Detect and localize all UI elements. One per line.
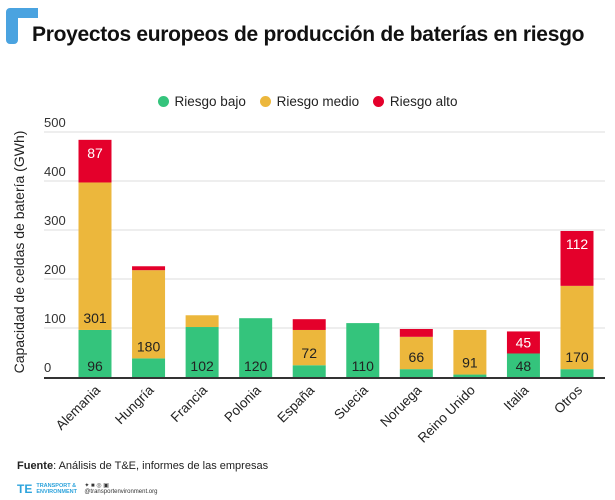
bar-segment-low xyxy=(453,374,487,377)
x-tick-label: Noruega xyxy=(377,382,425,430)
legend-dot-low xyxy=(157,96,169,107)
bar-segment-medium xyxy=(453,329,487,375)
data-label: 180 xyxy=(137,338,161,354)
x-tick-label: Reino Unido xyxy=(415,383,478,446)
data-label: 48 xyxy=(516,358,532,374)
x-tick-label: Alemania xyxy=(53,382,104,433)
source-note: Fuente: Análisis de T&E, informes de las… xyxy=(17,460,268,472)
brand-corner-mark xyxy=(6,8,38,44)
legend-item-high: Riesgo alto xyxy=(372,94,458,109)
social-handle: ✦ ■ ◎ ▣ @transportenvironment.org xyxy=(84,483,158,495)
y-axis-label: Capacidad de celdas de batería (GWh) xyxy=(11,131,27,374)
bar-segment-high xyxy=(78,139,112,183)
legend-dot-medium xyxy=(259,96,271,107)
x-tick-label: Suecia xyxy=(331,382,371,422)
y-tick-label: 0 xyxy=(44,360,51,375)
te-logo-text: TRANSPORT & ENVIRONMENT xyxy=(36,483,77,495)
bar-segment-medium xyxy=(185,315,219,328)
bar-segment-low xyxy=(346,323,380,377)
bar-segment-medium xyxy=(78,182,112,330)
bar-segment-low xyxy=(506,353,540,377)
data-label: 110 xyxy=(352,358,375,374)
y-tick-label: 300 xyxy=(44,213,66,228)
te-logo-mark: TE xyxy=(17,482,33,496)
bar-segment-high xyxy=(506,331,540,354)
data-label: 45 xyxy=(516,334,532,350)
x-tick-label: España xyxy=(274,382,317,425)
bar-segment-medium xyxy=(399,336,433,370)
bar-segment-high xyxy=(399,328,433,337)
legend-item-low: Riesgo bajo xyxy=(157,94,246,109)
legend-label: Riesgo medio xyxy=(276,94,360,109)
x-tick-label: Hungría xyxy=(112,382,157,427)
y-tick-label: 100 xyxy=(44,311,66,326)
bar-segment-low xyxy=(399,369,433,377)
data-label: 91 xyxy=(462,355,478,371)
legend: Riesgo bajo Riesgo medio Riesgo alto xyxy=(0,94,615,110)
bar-segment-low xyxy=(78,329,112,377)
x-tick-label: Polonia xyxy=(221,382,264,425)
bar-segment-high xyxy=(132,266,166,271)
y-tick-label: 200 xyxy=(44,262,66,277)
x-tick-label: Francia xyxy=(168,382,211,425)
x-tick-label: Otros xyxy=(551,382,585,416)
data-label: 120 xyxy=(244,358,268,374)
data-label: 87 xyxy=(87,145,103,161)
bar-segment-low xyxy=(292,365,326,377)
legend-item-medium: Riesgo medio xyxy=(259,94,360,109)
bar-segment-medium xyxy=(132,270,166,359)
legend-dot-high xyxy=(372,96,384,107)
legend-label: Riesgo bajo xyxy=(174,94,246,109)
source-label: Fuente xyxy=(17,460,54,472)
bar-segment-high xyxy=(560,230,594,286)
data-label: 301 xyxy=(83,310,107,326)
x-tick-label: Italia xyxy=(501,382,532,413)
data-label: 112 xyxy=(566,236,589,252)
data-label: 102 xyxy=(190,358,214,374)
bar-segment-medium xyxy=(292,329,326,366)
bar-segment-high xyxy=(292,319,326,330)
chart-title: Proyectos europeos de producción de bate… xyxy=(32,23,585,46)
bar-segment-low xyxy=(185,327,219,377)
data-label: 66 xyxy=(409,349,425,365)
data-label: 170 xyxy=(565,349,589,365)
legend-label: Riesgo alto xyxy=(389,94,458,109)
data-label: 96 xyxy=(87,358,103,374)
bar-segment-low xyxy=(132,358,166,377)
bar-segment-low xyxy=(560,369,594,377)
y-tick-label: 500 xyxy=(44,115,66,130)
data-label: 72 xyxy=(301,345,317,361)
te-logo: TE TRANSPORT & ENVIRONMENT ✦ ■ ◎ ▣ @trans… xyxy=(17,483,157,495)
bar-chart: Capacidad de celdas de batería (GWh) 0 10… xyxy=(11,115,605,446)
source-text: : Análisis de T&E, informes de las empre… xyxy=(53,460,269,472)
bar-segment-medium xyxy=(560,285,594,370)
handle-text: @transportenvironment.org xyxy=(84,489,158,495)
bar-segment-low xyxy=(239,318,273,377)
y-tick-label: 400 xyxy=(44,164,66,179)
